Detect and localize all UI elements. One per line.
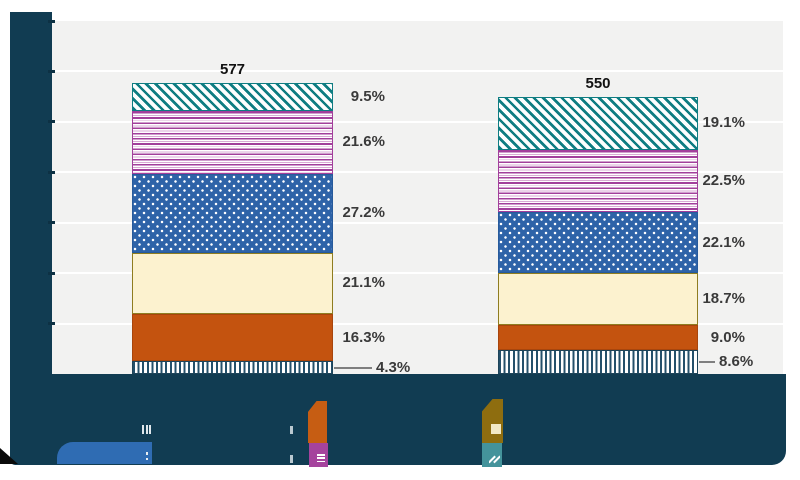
axis-tick xyxy=(48,221,55,225)
gridline xyxy=(52,171,783,174)
bar-group xyxy=(498,96,698,374)
bar-segment-white-dots-on-blue xyxy=(132,173,333,253)
bar-segment-solid-cream xyxy=(132,252,333,315)
dots-icon xyxy=(145,452,148,460)
axis-tick xyxy=(48,120,55,124)
bar-segment-diagonal-hatch-teal xyxy=(498,96,698,150)
legend-fragment-speck xyxy=(290,426,293,434)
axis-tick xyxy=(48,69,55,73)
redaction-overlay-y-axis xyxy=(10,12,52,375)
segment-value-label: 4.3% xyxy=(376,358,411,376)
horizontal-lines-icon xyxy=(317,454,325,463)
bar-segment-vertical-stripes-navy xyxy=(132,361,333,374)
square-icon xyxy=(491,424,501,434)
bar-segment-solid-orange xyxy=(132,314,333,362)
segment-value-label: 21.6% xyxy=(342,133,385,151)
legend-swatch-orange xyxy=(308,401,327,443)
bar-segment-horizontal-lines-purple xyxy=(498,149,698,213)
bar-segment-vertical-stripes-navy xyxy=(498,350,698,374)
bar-segment-solid-orange xyxy=(498,325,698,351)
segment-value-label: 22.1% xyxy=(702,233,745,251)
segment-value-label: 9.5% xyxy=(350,87,385,105)
segment-value-label: 18.7% xyxy=(702,290,745,308)
leader-line xyxy=(334,366,372,369)
gridline xyxy=(52,322,783,325)
legend-fragment-blue-shape xyxy=(57,442,152,464)
vertical-bars-icon xyxy=(142,425,151,434)
bar-total-label: 550 xyxy=(585,74,611,92)
bar-segment-white-dots-on-blue xyxy=(498,212,698,274)
segment-value-label: 19.1% xyxy=(702,114,745,132)
bar-total-label: 577 xyxy=(219,61,246,79)
diagonal-lines-icon xyxy=(489,454,500,465)
segment-value-label: 8.6% xyxy=(719,353,754,371)
gridline xyxy=(52,272,783,275)
segment-value-label: 21.1% xyxy=(342,274,385,292)
bar-segment-horizontal-lines-purple xyxy=(132,110,333,174)
bar-segment-diagonal-hatch-teal xyxy=(132,83,333,111)
segment-value-label: 22.5% xyxy=(702,171,745,189)
axis-tick xyxy=(48,322,55,326)
segment-value-label: 16.3% xyxy=(342,328,385,346)
axis-tick xyxy=(48,170,55,174)
bar-group xyxy=(132,83,333,374)
bar-segment-solid-cream xyxy=(498,273,698,326)
gridline xyxy=(52,221,783,224)
segment-value-label: 27.2% xyxy=(342,204,385,222)
legend-fragment-speck xyxy=(290,455,293,463)
axis-tick xyxy=(48,271,55,275)
segment-value-label: 9.0% xyxy=(710,328,745,346)
gridline xyxy=(52,120,783,123)
gridline xyxy=(52,70,783,73)
leader-line xyxy=(699,361,715,364)
axis-tick xyxy=(48,19,55,23)
